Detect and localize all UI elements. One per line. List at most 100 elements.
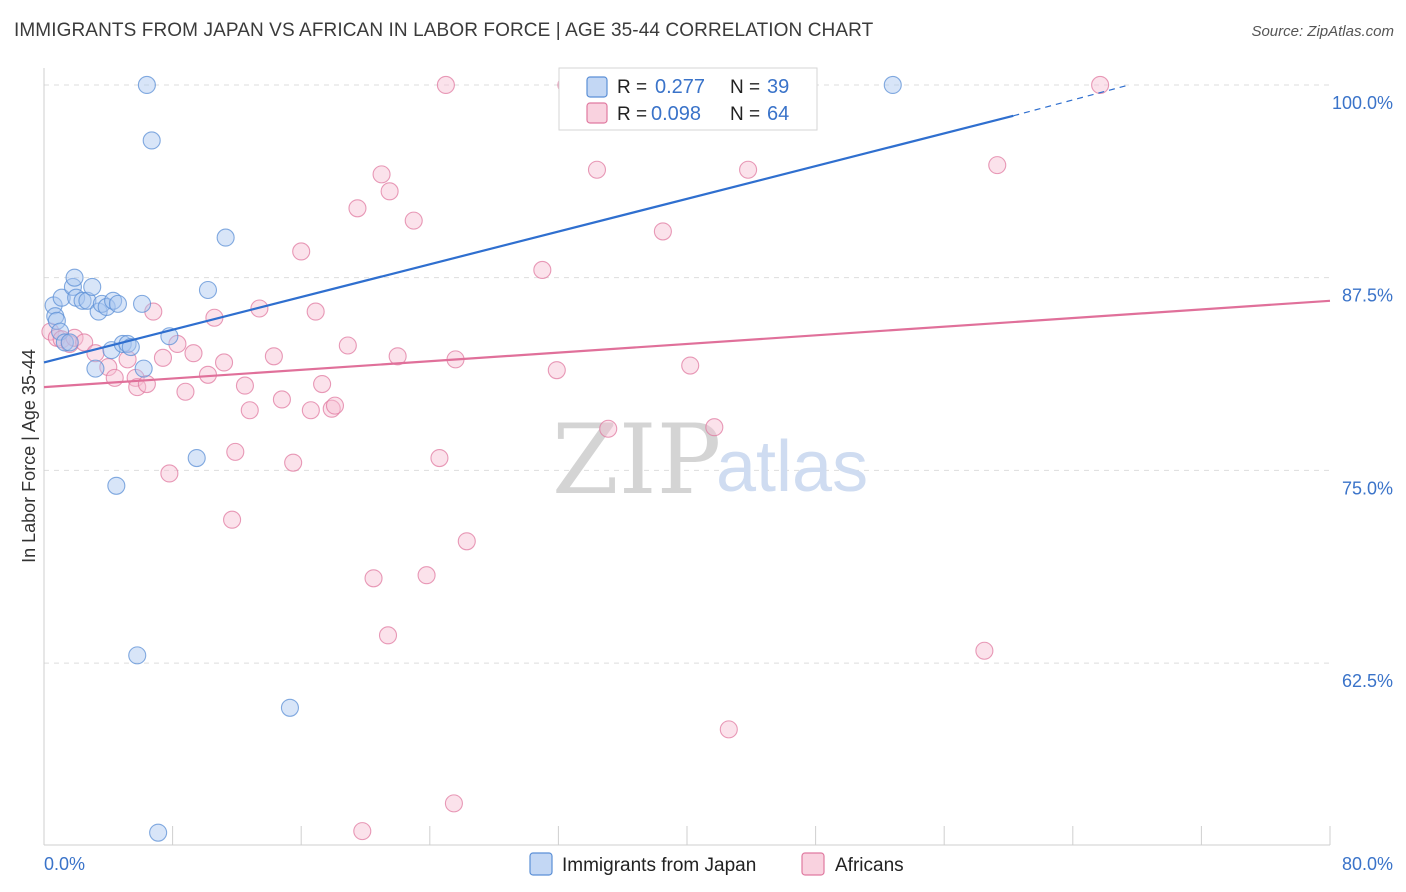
data-point-africans	[599, 419, 618, 438]
data-point-africans	[153, 348, 173, 367]
legend-label-africans: Africans	[835, 855, 904, 876]
source-credit: Source: ZipAtlas.com	[1251, 23, 1394, 40]
data-point-japan	[52, 288, 71, 307]
data-point-africans	[988, 156, 1007, 175]
axes	[43, 68, 1330, 846]
data-point-africans	[547, 361, 566, 380]
data-point-africans	[681, 356, 700, 375]
data-point-africans	[313, 374, 332, 394]
x-tick-label: 80.0%	[1342, 854, 1393, 874]
stats-r-label-japan: R =	[617, 77, 647, 98]
data-point-japan	[121, 337, 140, 357]
data-point-japan	[280, 698, 299, 717]
data-point-africans	[128, 378, 147, 397]
data-point-africans	[223, 510, 242, 529]
legend-label-japan: Immigrants from Japan	[562, 855, 756, 876]
watermark: ZIP atlas	[552, 404, 868, 516]
series-legend: Immigrants from Japan Africans	[529, 852, 904, 876]
data-point-japan	[55, 333, 74, 352]
data-point-japan	[149, 823, 168, 842]
legend-swatch-japan	[529, 852, 553, 876]
data-point-africans	[417, 566, 436, 585]
trend-line-africans	[43, 299, 1331, 389]
data-point-africans	[404, 211, 423, 230]
data-points	[41, 75, 1110, 842]
stats-n-value-africans: 64	[767, 103, 789, 125]
data-point-africans	[380, 182, 399, 201]
watermark-zip: ZIP	[552, 404, 721, 516]
data-point-africans	[348, 199, 367, 218]
data-point-africans	[272, 390, 291, 409]
data-point-africans	[457, 532, 476, 551]
data-point-africans	[176, 382, 195, 401]
data-point-africans	[292, 242, 311, 261]
data-point-africans	[587, 160, 607, 179]
data-point-africans	[705, 418, 724, 437]
data-point-africans	[75, 333, 94, 352]
x-tick-label: 0.0%	[44, 854, 85, 874]
y-tick-label: 100.0%	[1332, 93, 1393, 113]
data-point-africans	[388, 347, 407, 366]
data-point-japan	[78, 291, 97, 310]
data-point-japan	[883, 75, 902, 95]
data-point-africans	[533, 260, 552, 280]
data-point-africans	[430, 448, 449, 468]
data-point-africans	[284, 453, 303, 472]
data-point-japan	[108, 294, 127, 313]
data-point-japan	[187, 448, 206, 468]
y-tick-label: 62.5%	[1342, 671, 1393, 691]
trend-line-japan	[43, 114, 1014, 364]
data-point-japan	[73, 291, 92, 310]
trend-line-japan-extension	[1013, 84, 1130, 117]
data-point-africans	[975, 641, 994, 660]
data-point-africans	[364, 569, 383, 588]
data-point-japan	[133, 294, 152, 313]
data-point-japan	[198, 280, 218, 300]
data-point-africans	[653, 222, 672, 241]
data-point-japan	[60, 333, 79, 352]
watermark-atlas: atlas	[716, 427, 868, 507]
data-point-africans	[378, 626, 398, 645]
data-point-japan	[104, 291, 123, 310]
data-point-africans	[184, 344, 203, 363]
data-point-africans	[1091, 75, 1110, 95]
data-point-japan	[134, 359, 153, 378]
stats-swatch-japan	[586, 76, 608, 98]
data-point-africans	[226, 442, 245, 461]
data-point-africans	[235, 376, 254, 395]
data-point-japan	[107, 476, 126, 495]
data-point-africans	[372, 165, 391, 184]
data-point-africans	[264, 347, 283, 366]
data-point-africans	[436, 75, 455, 95]
legend-swatch-africans	[801, 852, 825, 876]
data-point-africans	[353, 822, 372, 841]
data-point-africans	[325, 396, 345, 415]
data-point-japan	[137, 75, 156, 95]
data-point-japan	[63, 277, 82, 296]
stats-n-value-japan: 39	[767, 76, 789, 98]
data-point-japan	[216, 228, 235, 247]
stats-r-value-africans: 0.098	[651, 103, 701, 125]
stats-n-label-japan: N =	[730, 77, 760, 98]
data-point-japan	[86, 359, 105, 378]
data-point-japan	[142, 131, 161, 150]
data-point-africans	[137, 374, 156, 394]
data-point-africans	[719, 720, 738, 739]
data-point-africans	[301, 401, 320, 420]
data-point-japan	[47, 311, 66, 330]
chart-title: IMMIGRANTS FROM JAPAN VS AFRICAN IN LABO…	[14, 20, 874, 41]
data-point-africans	[444, 794, 463, 813]
data-point-africans	[322, 399, 341, 418]
data-point-japan	[92, 294, 111, 313]
data-point-africans	[214, 353, 234, 372]
data-point-japan	[65, 268, 84, 287]
data-point-japan	[83, 277, 102, 296]
y-tick-label: 75.0%	[1342, 478, 1393, 498]
data-point-africans	[338, 336, 357, 355]
stats-swatch-africans	[586, 102, 608, 124]
stats-n-label-africans: N =	[730, 104, 760, 125]
trend-lines	[43, 84, 1331, 389]
tick-labels: 100.0% 87.5% 75.0% 62.5% 0.0% 80.0%	[44, 93, 1393, 874]
y-tick-label: 87.5%	[1342, 286, 1393, 306]
